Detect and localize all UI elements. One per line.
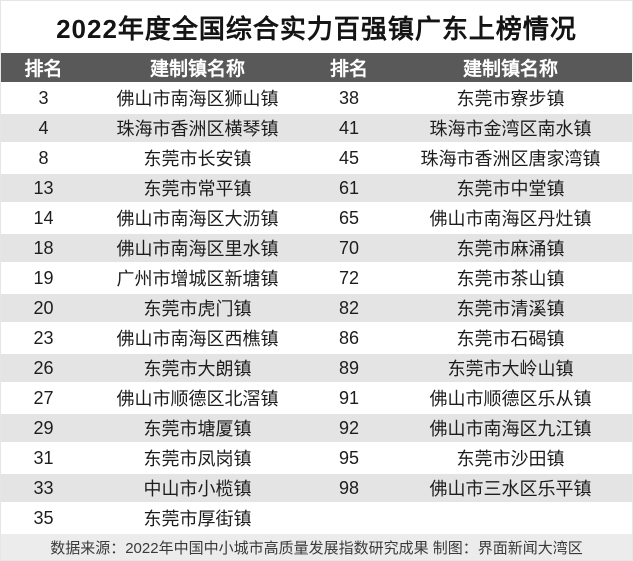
table-row: 29 东莞市塘厦镇 92 佛山市南海区九江镇 <box>1 414 632 444</box>
town-cell-right: 佛山市三水区乐平镇 <box>429 479 592 499</box>
town-cell-right: 东莞市大岭山镇 <box>447 359 574 379</box>
rank-cell-right: 98 <box>338 477 360 498</box>
town-cell-left: 佛山市南海区大沥镇 <box>116 209 279 229</box>
town-cell-right: 珠海市金湾区南水镇 <box>429 119 592 139</box>
town-cell-left: 佛山市南海区西樵镇 <box>116 329 279 349</box>
town-cell-right: 东莞市麻涌镇 <box>456 239 565 259</box>
table-row: 23 佛山市南海区西樵镇 86 东莞市石碣镇 <box>1 324 632 354</box>
table-row: 33 中山市小榄镇 98 佛山市三水区乐平镇 <box>1 474 632 504</box>
table-row: 19 广州市增城区新塘镇 72 东莞市茶山镇 <box>1 264 632 294</box>
town-cell-right: 东莞市茶山镇 <box>456 269 565 289</box>
rank-cell-left: 27 <box>33 387 54 408</box>
rank-cell-left: 19 <box>33 267 54 288</box>
rank-cell-right: 70 <box>338 237 360 258</box>
town-cell-left: 东莞市虎门镇 <box>143 299 252 319</box>
table-row: 31 东莞市凤岗镇 95 东莞市沙田镇 <box>1 444 632 474</box>
header-rank-right: 排名 <box>329 59 368 80</box>
town-cell-left: 珠海市香洲区横琴镇 <box>116 119 279 139</box>
town-cell-right: 东莞市寮步镇 <box>456 89 565 109</box>
rank-cell-left: 18 <box>33 237 54 258</box>
town-cell-left: 佛山市南海区里水镇 <box>116 239 279 259</box>
rank-cell-right: 95 <box>338 447 360 468</box>
header-town-right: 建制镇名称 <box>462 59 558 80</box>
town-cell-right: 珠海市香洲区唐家湾镇 <box>420 149 601 169</box>
rank-cell-left: 26 <box>33 357 54 378</box>
town-cell-left: 佛山市南海区狮山镇 <box>116 89 279 109</box>
source-note: 数据来源：2022年中国中小城市高质量发展指数研究成果 制图：界面新闻大湾区 <box>1 534 632 560</box>
rank-cell-left: 29 <box>33 417 54 438</box>
town-cell-right: 东莞市清溪镇 <box>456 299 565 319</box>
town-cell-right: 东莞市石碣镇 <box>456 329 565 349</box>
rank-cell-left: 20 <box>33 297 54 318</box>
rank-cell-left: 35 <box>33 507 54 528</box>
header-town-left: 建制镇名称 <box>149 59 245 80</box>
town-cell-left: 东莞市常平镇 <box>143 179 252 199</box>
table-row: 35 东莞市厚街镇 <box>1 504 632 534</box>
town-cell-left: 东莞市厚街镇 <box>143 509 252 529</box>
rank-cell-right: 82 <box>338 297 360 318</box>
table-row: 26 东莞市大朗镇 89 东莞市大岭山镇 <box>1 354 632 384</box>
rank-cell-right: 41 <box>338 117 360 138</box>
rank-cell-right <box>309 504 389 532</box>
table-row: 4 珠海市香洲区横琴镇 41 珠海市金湾区南水镇 <box>1 114 632 144</box>
table-row: 3 佛山市南海区狮山镇 38 东莞市寮步镇 <box>1 84 632 114</box>
header-rank-left: 排名 <box>24 59 63 80</box>
town-cell-right <box>389 504 632 532</box>
rank-cell-right: 61 <box>338 177 360 198</box>
rank-cell-right: 89 <box>338 357 360 378</box>
table-row: 20 东莞市虎门镇 82 东莞市清溪镇 <box>1 294 632 324</box>
table-row: 14 佛山市南海区大沥镇 65 佛山市南海区丹灶镇 <box>1 204 632 234</box>
table-body: 3 佛山市南海区狮山镇 38 东莞市寮步镇 4 珠海市香洲区横琴镇 41 珠海市… <box>1 84 632 534</box>
rank-cell-left: 31 <box>33 447 54 468</box>
town-cell-right: 东莞市沙田镇 <box>456 449 565 469</box>
rank-cell-left: 13 <box>33 177 54 198</box>
town-cell-right: 佛山市南海区丹灶镇 <box>429 209 592 229</box>
town-cell-right: 佛山市南海区九江镇 <box>429 419 592 439</box>
rank-cell-right: 72 <box>338 267 360 288</box>
table-row: 18 佛山市南海区里水镇 70 东莞市麻涌镇 <box>1 234 632 264</box>
rank-cell-right: 86 <box>338 327 360 348</box>
table-row: 27 佛山市顺德区北滘镇 91 佛山市顺德区乐从镇 <box>1 384 632 414</box>
table-row: 8 东莞市长安镇 45 珠海市香洲区唐家湾镇 <box>1 144 632 174</box>
rank-cell-right: 92 <box>338 417 360 438</box>
rank-cell-left: 3 <box>38 87 49 108</box>
table-header-row: 排名 建制镇名称 排名 建制镇名称 <box>1 53 632 82</box>
town-cell-left: 东莞市长安镇 <box>143 149 252 169</box>
rank-cell-right: 38 <box>338 87 360 108</box>
table-row: 13 东莞市常平镇 61 东莞市中堂镇 <box>1 174 632 204</box>
rank-cell-left: 4 <box>38 117 49 138</box>
rank-cell-right: 45 <box>338 147 360 168</box>
rank-cell-right: 65 <box>338 207 360 228</box>
town-cell-left: 东莞市大朗镇 <box>143 359 252 379</box>
rank-cell-left: 14 <box>33 207 54 228</box>
rank-cell-left: 8 <box>38 147 49 168</box>
town-cell-left: 东莞市凤岗镇 <box>143 449 252 469</box>
town-cell-right: 佛山市顺德区乐从镇 <box>429 389 592 409</box>
rank-cell-left: 23 <box>33 327 54 348</box>
town-cell-left: 广州市增城区新塘镇 <box>116 269 279 289</box>
town-cell-left: 佛山市顺德区北滘镇 <box>116 389 279 409</box>
page-title: 2022年度全国综合实力百强镇广东上榜情况 <box>56 13 577 44</box>
town-cell-left: 中山市小榄镇 <box>143 479 252 499</box>
rank-cell-right: 91 <box>338 387 360 408</box>
rank-cell-left: 33 <box>33 477 54 498</box>
town-cell-right: 东莞市中堂镇 <box>456 179 565 199</box>
town-cell-left: 东莞市塘厦镇 <box>143 419 252 439</box>
